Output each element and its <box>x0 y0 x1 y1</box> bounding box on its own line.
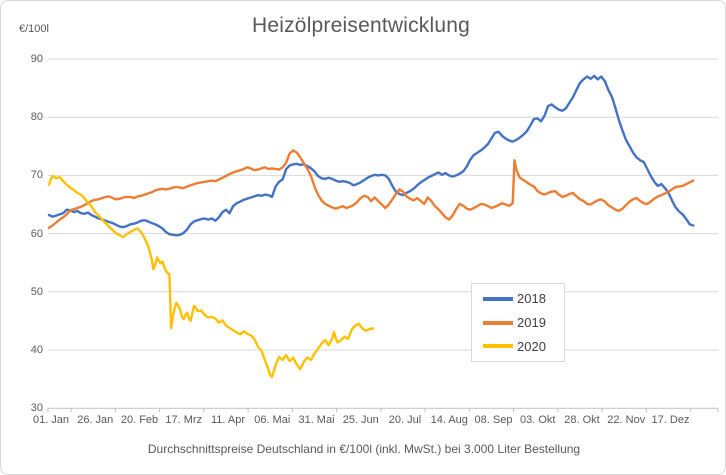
y-tick-label-90: 90 <box>30 53 43 65</box>
y-tick-label-30: 30 <box>30 402 43 415</box>
y-axis-unit-label: €/100l <box>19 23 49 35</box>
y-tick-label-70: 70 <box>30 169 43 182</box>
x-tick-label-8: 20. Jul <box>388 414 422 426</box>
x-tick-label-9: 14. Aug <box>430 414 468 426</box>
x-tick-label-10: 08. Sep <box>474 414 513 426</box>
chart-caption: Durchschnittspreise Deutschland in €/100… <box>147 442 581 456</box>
legend-label-2019: 2019 <box>517 315 546 330</box>
legend-label-2020: 2020 <box>517 338 546 354</box>
legend-swatch-2020-icon <box>483 344 513 349</box>
x-tick-label-0: 01. Jan <box>32 414 70 426</box>
x-tick-label-11: 03. Okt <box>520 414 556 426</box>
legend-swatch-2019-icon <box>483 320 513 325</box>
x-tick-label-14: 17. Dez <box>651 414 690 426</box>
legend-label-2018: 2018 <box>517 291 546 307</box>
legend-item-2019: 2019 <box>472 312 564 334</box>
y-tick-label-50: 50 <box>30 285 43 298</box>
series-line-2018 <box>47 74 695 237</box>
legend: 2018 2019 2020 <box>471 283 565 362</box>
x-tick-label-5: 06. Mai <box>254 414 291 426</box>
y-tick-label-40: 40 <box>30 344 43 356</box>
chart-title: Heizölpreisentwicklung <box>252 14 470 37</box>
x-tick-label-1: 26. Jan <box>77 414 114 426</box>
x-tick-label-7: 25. Jun <box>342 414 379 426</box>
legend-item-2018: 2018 <box>472 288 564 310</box>
y-tick-label-60: 60 <box>30 227 43 240</box>
legend-item-2020: 2020 <box>472 335 564 357</box>
series-line-2020 <box>47 174 375 378</box>
x-tick-label-6: 31. Mai <box>298 414 335 426</box>
x-tick-label-13: 22. Nov <box>607 414 646 426</box>
legend-swatch-2018-icon <box>483 296 513 301</box>
y-tick-label-80: 80 <box>30 111 43 124</box>
series-line-2019 <box>47 149 695 230</box>
x-tick-label-2: 20. Feb <box>120 414 159 426</box>
x-tick-label-3: 17. Mrz <box>165 414 203 426</box>
x-tick-label-4: 11. Apr <box>210 414 246 426</box>
x-tick-label-12: 28. Okt <box>564 414 600 426</box>
